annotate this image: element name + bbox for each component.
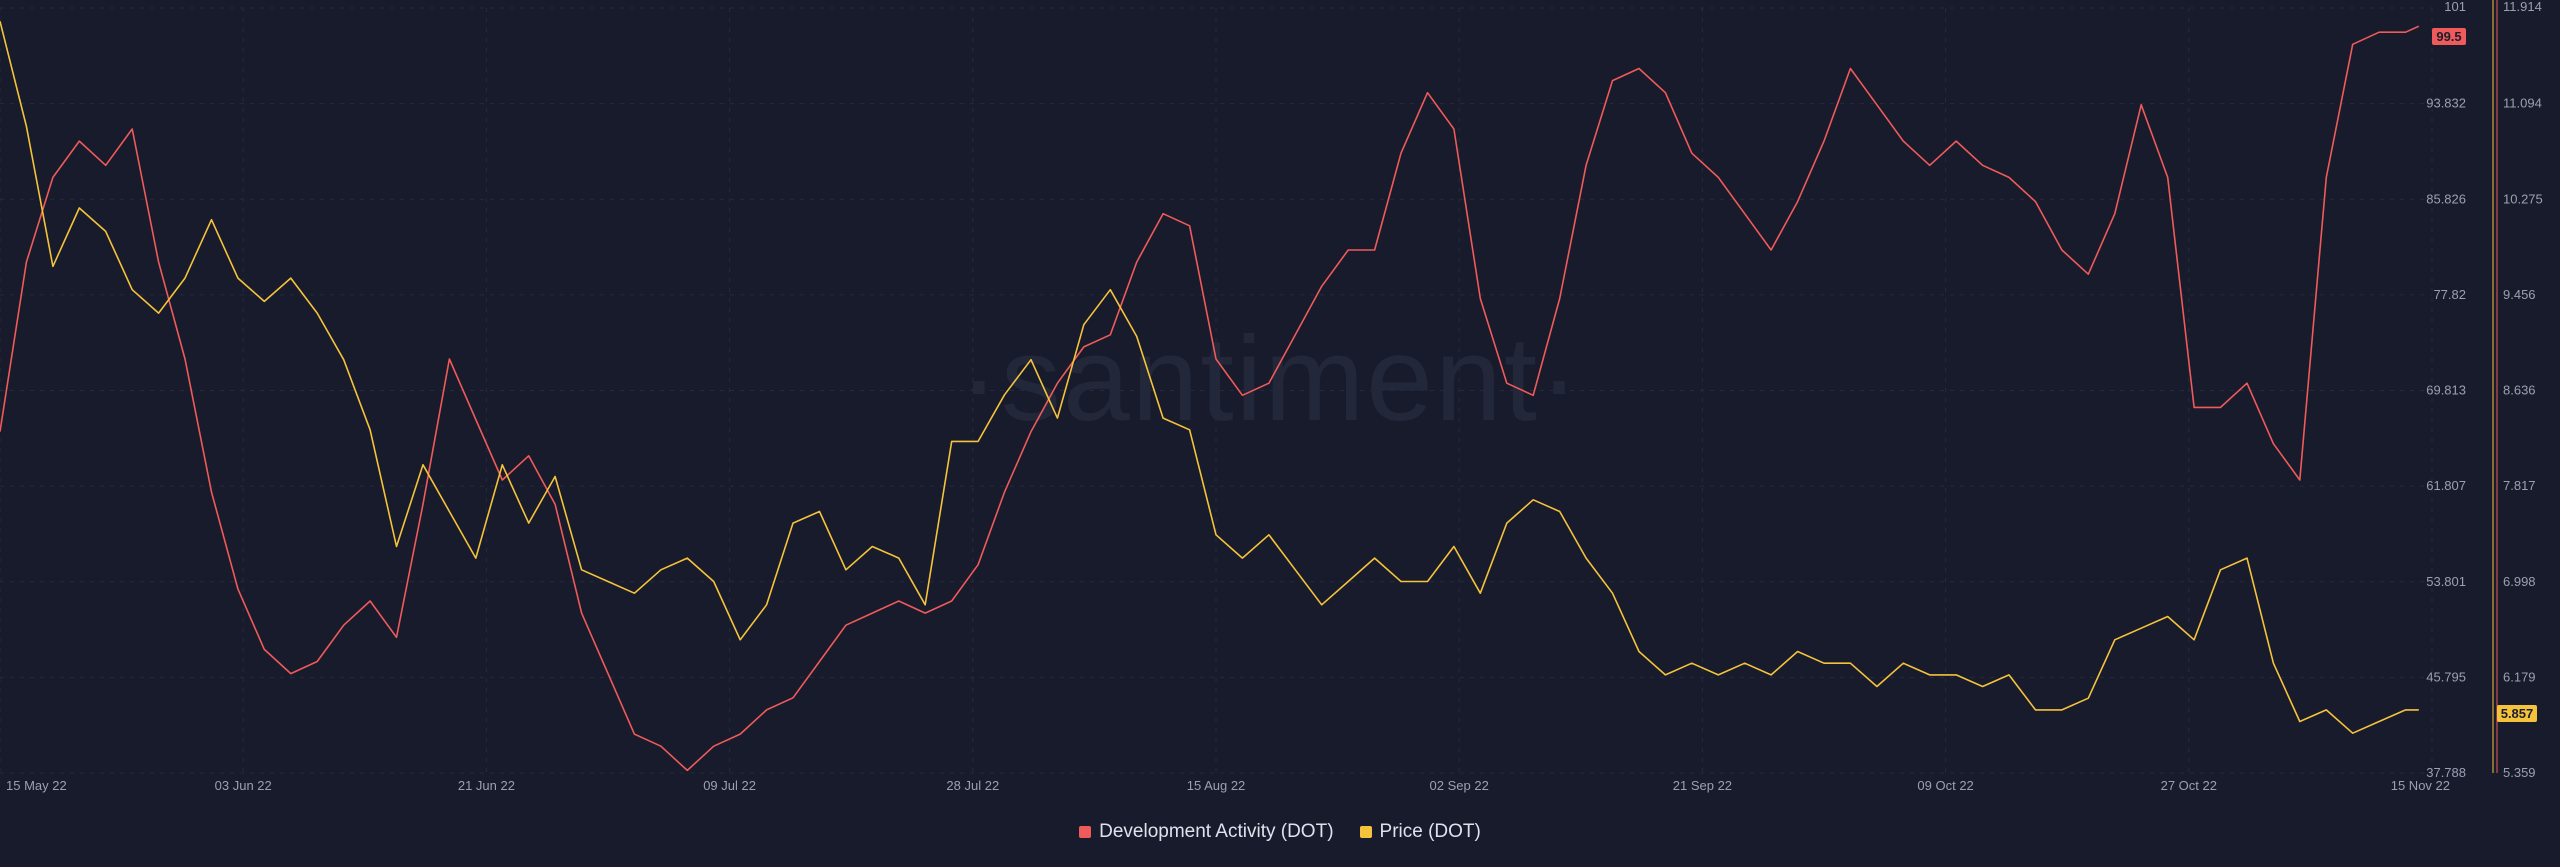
price-badge-label: 5.857	[2501, 706, 2534, 721]
legend-item-dev-activity[interactable]: Development Activity (DOT)	[1079, 821, 1334, 843]
dev-activity-badge-label: 99.5	[2436, 29, 2461, 44]
x-tick-label: 09 Jul 22	[703, 778, 756, 793]
x-tick-label: 28 Jul 22	[946, 778, 999, 793]
legend-label-price: Price (DOT)	[1379, 821, 1481, 842]
chart: ·santiment· 15 May 22 03 Jun 22 21 Jun 22 0…	[0, 0, 2543, 793]
legend-item-price[interactable]: Price (DOT)	[1359, 821, 1481, 843]
x-tick-label: 21 Sep 22	[1673, 778, 1732, 793]
y-right-tick-label: 10.275	[2503, 191, 2543, 206]
y-axis-dev-activity: 101 93.832 85.826 77.82 69.813 61.807 53.801 45…	[2426, 0, 2466, 780]
legend-swatch-price	[1359, 826, 1372, 838]
legend-label-dev-activity: Development Activity (DOT)	[1099, 821, 1334, 842]
y-right-tick-label: 8.636	[2503, 383, 2536, 398]
y-right-tick-label: 5.359	[2503, 765, 2536, 780]
x-tick-label: 09 Oct 22	[1917, 778, 1973, 793]
x-tick-label: 15 Nov 22	[2391, 778, 2450, 793]
y-left-tick-label: 37.788	[2426, 765, 2466, 780]
dev-activity-current-badge: 99.5	[2432, 28, 2466, 45]
y-left-tick-label: 61.807	[2426, 478, 2466, 493]
y-left-tick-label: 101	[2444, 0, 2466, 14]
y-left-tick-label: 85.826	[2426, 191, 2466, 206]
x-axis: 15 May 22 03 Jun 22 21 Jun 22 09 Jul 22 28 J…	[6, 778, 2450, 793]
y-right-tick-label: 6.998	[2503, 574, 2536, 589]
x-tick-label: 21 Jun 22	[458, 778, 515, 793]
price-line	[0, 21, 2419, 734]
y-right-tick-label: 9.456	[2503, 287, 2536, 302]
y-right-tick-label: 11.094	[2503, 96, 2542, 111]
dev-activity-line	[0, 25, 2420, 772]
y-right-tick-label: 6.179	[2503, 669, 2536, 684]
series-layer	[0, 21, 2420, 772]
x-tick-label: 15 Aug 22	[1187, 778, 1246, 793]
x-tick-label: 03 Jun 22	[215, 778, 272, 793]
legend-swatch-dev-activity	[1079, 826, 1092, 838]
x-tick-label: 15 May 22	[6, 778, 67, 793]
legend: Development Activity (DOT) Price (DOT)	[0, 821, 2560, 843]
y-left-tick-label: 53.801	[2426, 574, 2466, 589]
y-right-tick-label: 11.914	[2503, 0, 2542, 14]
y-right-tick-label: 7.817	[2503, 478, 2536, 493]
y-left-tick-label: 93.832	[2426, 96, 2466, 111]
y-left-tick-label: 45.795	[2426, 669, 2466, 684]
y-left-tick-label: 69.813	[2426, 383, 2466, 398]
watermark: ·santiment·	[959, 312, 1581, 446]
x-tick-label: 27 Oct 22	[2161, 778, 2217, 793]
price-current-badge: 5.857	[2497, 705, 2537, 722]
grid-lines	[0, 7, 2433, 774]
y-left-tick-label: 77.82	[2433, 287, 2466, 302]
x-tick-label: 02 Sep 22	[1430, 778, 1489, 793]
y-axis-price: 11.914 11.094 10.275 9.456 8.636 7.817 6.998 6.…	[2503, 0, 2543, 780]
